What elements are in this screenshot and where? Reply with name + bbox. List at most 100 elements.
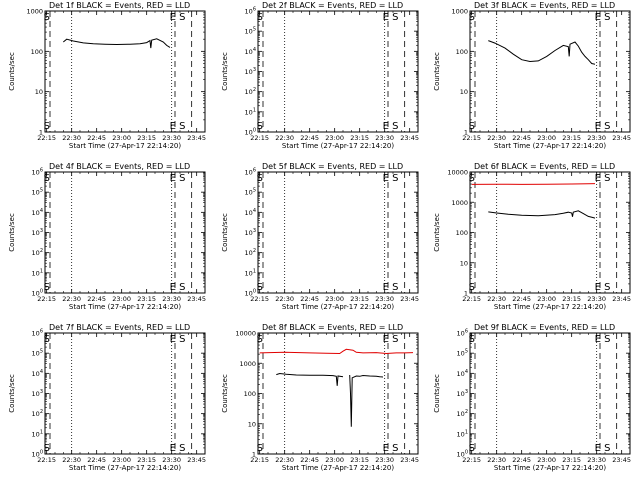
x-axis-label: Start Time (27-Apr-17 22:14:20)	[69, 303, 181, 311]
x-tick-label: 22:15	[250, 134, 269, 142]
series-line-events	[488, 210, 596, 219]
y-axis-label: Counts/sec	[433, 213, 441, 252]
x-axis-label: Start Time (27-Apr-17 22:14:20)	[69, 142, 181, 150]
x-tick-label: 22:15	[37, 295, 56, 303]
y-tick-label: 100	[31, 48, 43, 56]
start-marker-label-bottom: S	[469, 282, 475, 293]
x-tick-label: 22:45	[512, 295, 531, 303]
x-tick-label: 22:45	[87, 134, 106, 142]
x-tick-label: 22:15	[462, 295, 481, 303]
x-tick-label: 23:45	[400, 134, 419, 142]
y-tick-label: 10	[460, 259, 468, 267]
detector-panel-6: Det 6f BLACK = Events, RED = LLD 1 10 100 10…	[433, 162, 631, 311]
y-tick-label: 101	[32, 268, 43, 277]
x-axis-label: Start Time (27-Apr-17 22:14:20)	[69, 464, 181, 472]
x-tick-label: 22:30	[62, 295, 81, 303]
x-tick-label: 23:15	[350, 295, 369, 303]
start-marker-label-top: S	[469, 12, 475, 23]
panel-title: Det 1f BLACK = Events, RED = LLD	[49, 1, 190, 10]
x-tick-label: 23:00	[325, 295, 344, 303]
y-tick-label: 100	[457, 450, 468, 459]
y-tick-label: 101	[457, 429, 468, 438]
end-start-marker-label-top: E S	[595, 12, 611, 23]
detector-panel-2: Det 2f BLACK = Events, RED = LLD 100 101 10…	[221, 1, 419, 150]
y-tick-label: 101	[245, 107, 256, 116]
x-tick-label: 22:15	[462, 456, 481, 464]
x-tick-label: 22:45	[87, 456, 106, 464]
x-tick-label: 22:45	[300, 295, 319, 303]
y-tick-label: 102	[32, 409, 43, 418]
x-tick-label: 23:00	[112, 295, 131, 303]
y-tick-label: 104	[32, 208, 43, 217]
start-marker-label-top: S	[469, 173, 475, 184]
y-tick-label: 106	[32, 168, 43, 177]
x-tick-label: 23:30	[162, 134, 181, 142]
x-tick-label: 23:30	[162, 456, 181, 464]
end-start-marker-label-top: E S	[595, 334, 611, 345]
y-tick-label: 100	[456, 48, 468, 56]
y-tick-label: 1000	[451, 8, 468, 16]
y-tick-label: 1	[39, 129, 43, 137]
x-tick-label: 23:00	[537, 134, 556, 142]
x-tick-label: 22:15	[250, 456, 269, 464]
panel-title: Det 9f BLACK = Events, RED = LLD	[474, 323, 615, 332]
y-axis-label: Counts/sec	[433, 52, 441, 91]
y-tick-label: 1000	[26, 8, 43, 16]
y-tick-label: 100	[244, 390, 256, 398]
x-axis-label: Start Time (27-Apr-17 22:14:20)	[494, 303, 606, 311]
x-tick-label: 23:45	[612, 456, 631, 464]
start-marker-label-bottom: S	[469, 443, 475, 454]
y-tick-label: 104	[245, 208, 256, 217]
y-tick-label: 105	[32, 188, 43, 197]
x-tick-label: 22:45	[300, 456, 319, 464]
y-tick-label: 106	[245, 168, 256, 177]
plot-frame	[257, 171, 419, 294]
start-marker-label-top: S	[257, 12, 263, 23]
detector-panel-1: Det 1f BLACK = Events, RED = LLD 1 10 100 10…	[8, 1, 206, 150]
panel-title: Det 4f BLACK = Events, RED = LLD	[49, 162, 190, 171]
end-start-marker-label-top: E S	[170, 334, 186, 345]
x-tick-label: 23:00	[112, 456, 131, 464]
start-marker-label-bottom: S	[469, 121, 475, 132]
x-tick-label: 22:15	[37, 456, 56, 464]
x-tick-label: 23:15	[137, 456, 156, 464]
y-tick-label: 105	[245, 188, 256, 197]
x-tick-label: 23:15	[562, 456, 581, 464]
series-line-events	[62, 38, 171, 49]
start-marker-label-top: S	[44, 334, 50, 345]
y-tick-label: 106	[32, 329, 43, 338]
y-tick-label: 1000	[239, 360, 256, 368]
y-tick-label: 10	[248, 420, 256, 428]
y-tick-label: 105	[457, 349, 468, 358]
x-tick-label: 23:45	[187, 456, 206, 464]
series-line-lld	[259, 348, 414, 355]
x-axis-label: Start Time (27-Apr-17 22:14:20)	[282, 303, 394, 311]
x-tick-label: 22:45	[87, 295, 106, 303]
end-start-marker-label-bottom: E S	[170, 443, 186, 454]
y-tick-label: 103	[245, 228, 256, 237]
x-tick-label: 23:30	[587, 134, 606, 142]
x-tick-label: 22:30	[487, 456, 506, 464]
y-tick-label: 1	[464, 290, 468, 298]
y-axis-label: Counts/sec	[8, 52, 16, 91]
end-start-marker-label-bottom: E S	[595, 282, 611, 293]
x-tick-label: 23:15	[137, 295, 156, 303]
y-tick-label: 100	[32, 450, 43, 459]
plot-frame	[44, 10, 206, 133]
y-tick-label: 10000	[447, 169, 468, 177]
series-line-events	[276, 372, 344, 386]
end-start-marker-label-bottom: E S	[383, 282, 399, 293]
y-tick-label: 106	[457, 329, 468, 338]
x-tick-label: 23:45	[187, 134, 206, 142]
end-start-marker-label-bottom: E S	[595, 443, 611, 454]
start-marker-label-top: S	[44, 12, 50, 23]
x-tick-label: 22:45	[300, 134, 319, 142]
y-tick-label: 102	[245, 87, 256, 96]
y-tick-label: 1	[252, 451, 256, 459]
y-tick-label: 100	[245, 128, 256, 137]
detector-panel-3: Det 3f BLACK = Events, RED = LLD 1 10 100 10…	[433, 1, 631, 150]
y-axis-label: Counts/sec	[221, 213, 229, 252]
start-marker-label-bottom: S	[44, 121, 50, 132]
end-start-marker-label-bottom: E S	[170, 282, 186, 293]
y-tick-label: 105	[32, 349, 43, 358]
